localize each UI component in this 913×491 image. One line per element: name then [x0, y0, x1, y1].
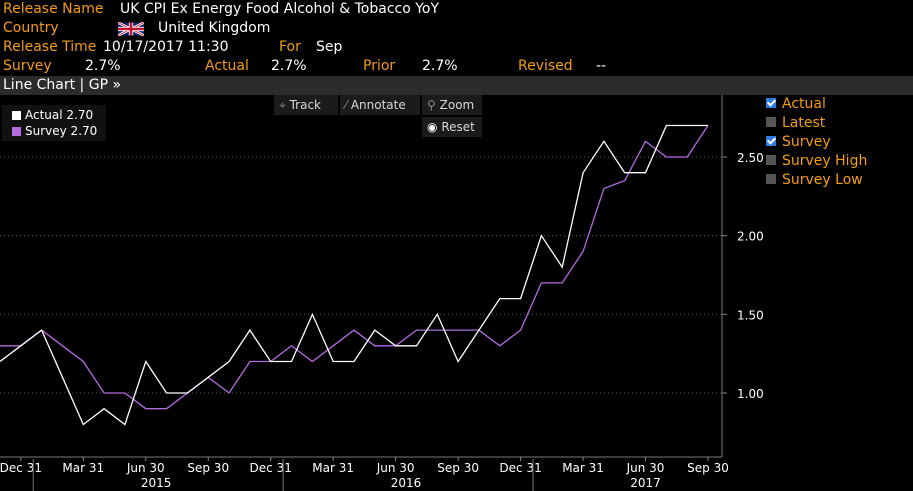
release-name-label: Release Name — [3, 1, 104, 17]
toggle-survey-low-label: Survey Low — [782, 172, 863, 188]
toggle-survey-label: Survey — [782, 134, 831, 150]
prior-label: Prior — [363, 58, 396, 74]
release-time-label: Release Time — [3, 39, 97, 55]
x-tick-label: Jun 30 — [126, 461, 165, 475]
reset-label: Reset — [441, 120, 475, 134]
year-label: 2017 — [630, 476, 661, 490]
toggle-actual-label: Actual — [782, 96, 826, 112]
x-tick-label: Jun 30 — [376, 461, 415, 475]
x-tick-label: Mar 31 — [562, 461, 604, 475]
reset-button[interactable]: ◉ Reset — [422, 117, 482, 137]
x-tick-label: Dec 31 — [250, 461, 292, 475]
x-tick-label: Mar 31 — [312, 461, 354, 475]
zoom-button[interactable]: ⚲ Zoom — [422, 95, 482, 115]
x-tick-label: Sep 30 — [187, 461, 229, 475]
line-chart[interactable]: 1.00 1.50 2.00 2.50 Dec 31 Mar 31 Jun 30 Sep 30… — [0, 95, 913, 491]
checkbox-unchecked-icon[interactable] — [766, 155, 776, 165]
toggle-survey-high[interactable]: Survey High — [766, 152, 867, 171]
x-tick-label: Sep 30 — [437, 461, 479, 475]
zoom-label: Zoom — [439, 98, 475, 112]
x-tick-label: Sep 30 — [687, 461, 729, 475]
toggle-actual[interactable]: Actual — [766, 95, 826, 114]
toggle-survey-low[interactable]: Survey Low — [766, 171, 863, 190]
track-label: Track — [289, 98, 321, 112]
revised-label: Revised — [518, 58, 573, 74]
legend-survey-label: Survey 2.70 — [25, 124, 98, 138]
release-name-value: UK CPI Ex Energy Food Alcohol & Tobacco … — [120, 1, 440, 17]
actual-swatch-icon — [12, 111, 21, 120]
y-tick-label: 2.00 — [737, 230, 764, 244]
checkbox-unchecked-icon[interactable] — [766, 117, 776, 127]
toggle-latest[interactable]: Latest — [766, 114, 825, 133]
survey-value: 2.7% — [85, 58, 121, 74]
actual-value: 2.7% — [271, 58, 307, 74]
year-label: 2016 — [391, 476, 422, 490]
survey-label: Survey — [3, 58, 52, 74]
year-label: 2015 — [141, 476, 172, 490]
checkbox-checked-icon[interactable] — [766, 98, 776, 108]
for-label: For — [279, 39, 301, 55]
track-button[interactable]: ⌖ Track — [274, 95, 338, 115]
x-tick-label: Dec 31 — [0, 461, 42, 475]
survey-swatch-icon — [12, 127, 21, 136]
x-tick-label: Jun 30 — [626, 461, 665, 475]
actual-label: Actual — [205, 58, 249, 74]
x-tick-label: Dec 31 — [499, 461, 541, 475]
for-value: Sep — [316, 39, 343, 55]
crosshair-icon: ⌖ — [279, 98, 286, 112]
legend-item-actual: Actual 2.70 — [12, 107, 93, 123]
uk-flag-icon — [117, 21, 145, 37]
country-label: Country — [3, 20, 59, 36]
chart-area[interactable]: 1.00 1.50 2.00 2.50 Dec 31 Mar 31 Jun 30 Sep 30… — [0, 95, 913, 491]
checkbox-checked-icon[interactable] — [766, 136, 776, 146]
reset-dot-icon: ◉ — [427, 120, 438, 134]
magnifier-icon: ⚲ — [427, 98, 436, 112]
actual-series-line[interactable] — [0, 124, 708, 426]
release-time-value: 10/17/2017 11:30 — [103, 39, 229, 55]
chart-type-bar[interactable]: Line Chart | GP » — [0, 76, 913, 95]
y-tick-label: 1.50 — [737, 308, 764, 322]
legend: Actual 2.70 Survey 2.70 — [2, 105, 106, 141]
pencil-icon: ⁄ — [345, 98, 348, 112]
annotate-button[interactable]: ⁄ Annotate — [340, 95, 420, 115]
legend-item-survey: Survey 2.70 — [12, 123, 97, 139]
country-value: United Kingdom — [158, 20, 271, 36]
legend-actual-label: Actual 2.70 — [25, 108, 94, 122]
toggle-survey[interactable]: Survey — [766, 133, 831, 152]
toggle-latest-label: Latest — [782, 115, 826, 131]
y-tick-label: 1.00 — [737, 387, 764, 401]
revised-value: -- — [596, 58, 607, 74]
survey-series-line[interactable] — [0, 125, 709, 410]
annotate-label: Annotate — [350, 98, 406, 112]
x-tick-label: Mar 31 — [62, 461, 104, 475]
toggle-survey-high-label: Survey High — [782, 153, 868, 169]
chart-type-label[interactable]: Line Chart | GP » — [3, 77, 122, 93]
prior-value: 2.7% — [422, 58, 458, 74]
checkbox-unchecked-icon[interactable] — [766, 174, 776, 184]
y-tick-label: 2.50 — [737, 151, 764, 165]
